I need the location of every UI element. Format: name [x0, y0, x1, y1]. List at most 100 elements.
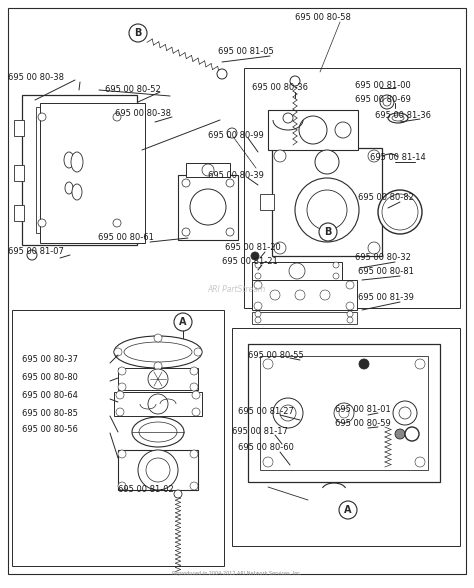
Text: 695 00 81-07: 695 00 81-07	[8, 248, 64, 256]
Circle shape	[190, 383, 198, 391]
Circle shape	[270, 290, 280, 300]
Circle shape	[283, 113, 293, 123]
Text: 695 00 81-02: 695 00 81-02	[118, 486, 174, 495]
Ellipse shape	[132, 417, 184, 447]
Circle shape	[333, 262, 339, 268]
Bar	[36, 107, 123, 233]
Circle shape	[27, 250, 37, 260]
Circle shape	[274, 242, 286, 254]
Bar	[248, 344, 440, 482]
Bar	[260, 194, 274, 210]
Circle shape	[315, 150, 339, 174]
Ellipse shape	[114, 336, 202, 368]
Circle shape	[38, 219, 46, 227]
Circle shape	[116, 408, 124, 416]
Bar	[232, 328, 460, 546]
Text: 695 00 81-39: 695 00 81-39	[358, 293, 414, 302]
Circle shape	[182, 228, 190, 236]
Circle shape	[382, 194, 418, 230]
Circle shape	[346, 302, 354, 310]
Bar	[244, 68, 460, 308]
Text: 695 00 80-60: 695 00 80-60	[238, 443, 294, 453]
Circle shape	[263, 359, 273, 369]
Circle shape	[274, 150, 286, 162]
Text: 695 00 81-00: 695 00 81-00	[355, 81, 411, 89]
Circle shape	[182, 179, 190, 187]
Circle shape	[254, 302, 262, 310]
Circle shape	[190, 450, 198, 458]
Circle shape	[118, 482, 126, 490]
Ellipse shape	[388, 113, 408, 123]
Circle shape	[289, 263, 305, 279]
Bar	[12, 310, 224, 566]
Circle shape	[254, 281, 262, 289]
Bar	[252, 262, 342, 280]
Ellipse shape	[65, 182, 73, 194]
Circle shape	[255, 317, 261, 323]
Ellipse shape	[392, 115, 404, 121]
Bar	[272, 148, 382, 256]
Circle shape	[307, 190, 347, 230]
Circle shape	[380, 95, 394, 109]
Bar	[14, 165, 24, 181]
Circle shape	[368, 242, 380, 254]
Circle shape	[319, 223, 337, 241]
Ellipse shape	[139, 422, 177, 442]
Circle shape	[334, 403, 354, 423]
Text: 695 00 80-99: 695 00 80-99	[208, 131, 264, 139]
Text: 695 00 80-69: 695 00 80-69	[355, 95, 411, 105]
Circle shape	[154, 362, 162, 370]
Text: 695 00 81-20: 695 00 81-20	[225, 243, 281, 252]
Text: 695 00 80-38: 695 00 80-38	[8, 74, 64, 82]
Ellipse shape	[71, 152, 83, 172]
Ellipse shape	[124, 342, 192, 362]
Bar	[118, 368, 198, 390]
Circle shape	[280, 405, 296, 421]
Circle shape	[174, 313, 192, 331]
Text: 695 00 81-01: 695 00 81-01	[335, 406, 391, 415]
Text: 695 00 80-81: 695 00 80-81	[358, 268, 414, 276]
Circle shape	[347, 311, 353, 317]
Circle shape	[405, 427, 419, 441]
Text: A: A	[344, 505, 352, 515]
Circle shape	[251, 252, 259, 260]
Circle shape	[290, 76, 300, 86]
Bar	[14, 205, 24, 221]
Circle shape	[273, 398, 303, 428]
Circle shape	[378, 190, 422, 234]
Circle shape	[415, 457, 425, 467]
Circle shape	[339, 408, 349, 418]
Bar	[268, 110, 358, 150]
Circle shape	[346, 281, 354, 289]
Circle shape	[148, 369, 168, 389]
Circle shape	[146, 458, 170, 482]
Text: 695 00 80-64: 695 00 80-64	[22, 392, 78, 400]
Text: A: A	[179, 317, 187, 327]
Circle shape	[190, 189, 226, 225]
Text: 695 00 80-59: 695 00 80-59	[335, 419, 391, 429]
Circle shape	[118, 383, 126, 391]
Circle shape	[174, 490, 182, 498]
Ellipse shape	[72, 184, 82, 200]
Circle shape	[226, 179, 234, 187]
Circle shape	[299, 116, 327, 144]
Circle shape	[393, 401, 417, 425]
Bar	[186, 163, 230, 177]
Bar	[22, 95, 137, 245]
Circle shape	[114, 348, 122, 356]
Text: 695 00 81-27: 695 00 81-27	[238, 407, 294, 416]
Circle shape	[255, 311, 261, 317]
Circle shape	[113, 113, 121, 121]
Circle shape	[226, 228, 234, 236]
Text: B: B	[134, 28, 142, 38]
Text: 695 00 80-39: 695 00 80-39	[208, 171, 264, 179]
Bar	[118, 450, 198, 490]
Circle shape	[118, 367, 126, 375]
Text: 695 00 80-61: 695 00 80-61	[98, 233, 154, 242]
Bar	[252, 280, 357, 310]
Text: 695 00 81-05: 695 00 81-05	[218, 48, 274, 56]
Circle shape	[202, 164, 214, 176]
Text: B: B	[324, 227, 332, 237]
Circle shape	[192, 408, 200, 416]
Bar	[114, 392, 202, 416]
